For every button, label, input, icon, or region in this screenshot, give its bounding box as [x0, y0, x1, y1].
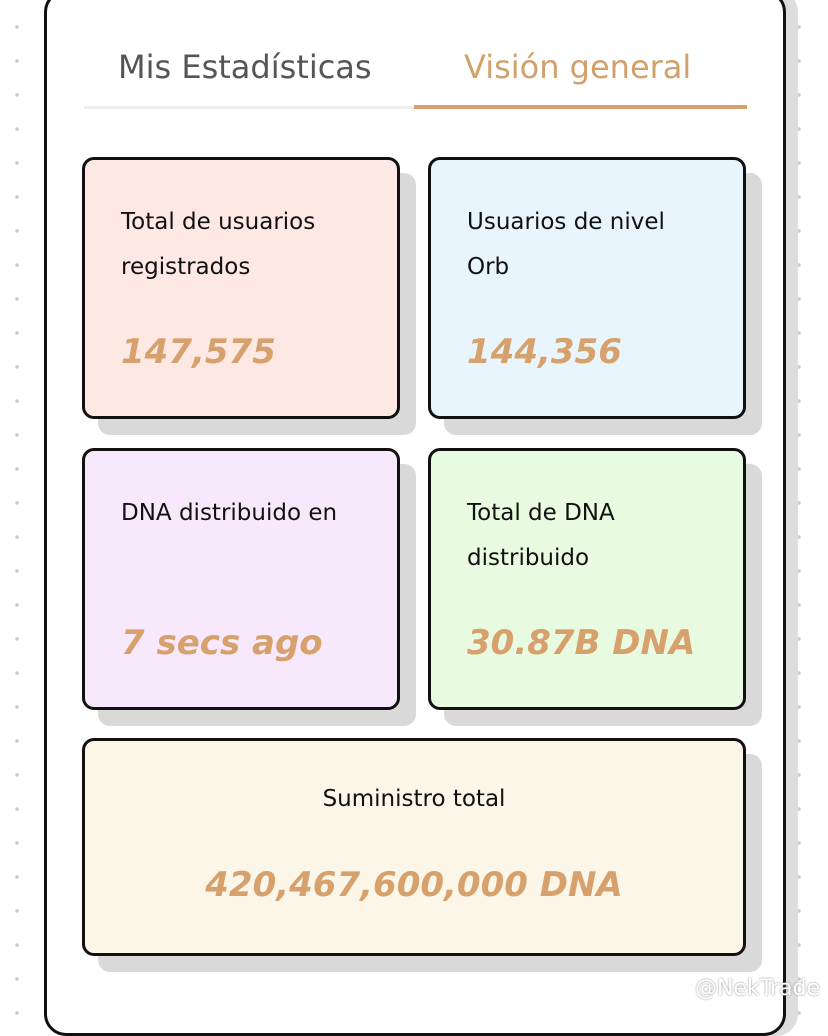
- watermark: @NekTrade: [695, 976, 820, 1001]
- card-value: 7 secs ago: [121, 623, 323, 663]
- tab-active[interactable]: Visión general: [464, 48, 692, 86]
- card-label: Total de DNA distribuido: [467, 500, 615, 571]
- tab[interactable]: Mis Estadísticas: [118, 48, 372, 86]
- card-label: Usuarios de nivel Orb: [467, 209, 665, 280]
- stat-card: Total de usuarios registrados 147,575: [82, 157, 400, 419]
- card-label: DNA distribuido en: [121, 500, 338, 526]
- card-value: 147,575: [121, 332, 276, 372]
- card-value: 30.87B DNA: [467, 623, 696, 663]
- stat-card: Usuarios de nivel Orb 144,356: [428, 157, 746, 419]
- card-label: Total de usuarios registrados: [121, 209, 316, 280]
- stat-card: DNA distribuido en 7 secs ago: [82, 448, 400, 710]
- stat-card: Total de DNA distribuido 30.87B DNA: [428, 448, 746, 710]
- tab-indicator: [414, 105, 747, 109]
- card-value: 144,356: [467, 332, 622, 372]
- stat-card: Suministro total 420,467,600,000 DNA: [82, 738, 746, 956]
- card-value: 420,467,600,000 DNA: [205, 865, 623, 905]
- card-label: Suministro total: [322, 786, 506, 812]
